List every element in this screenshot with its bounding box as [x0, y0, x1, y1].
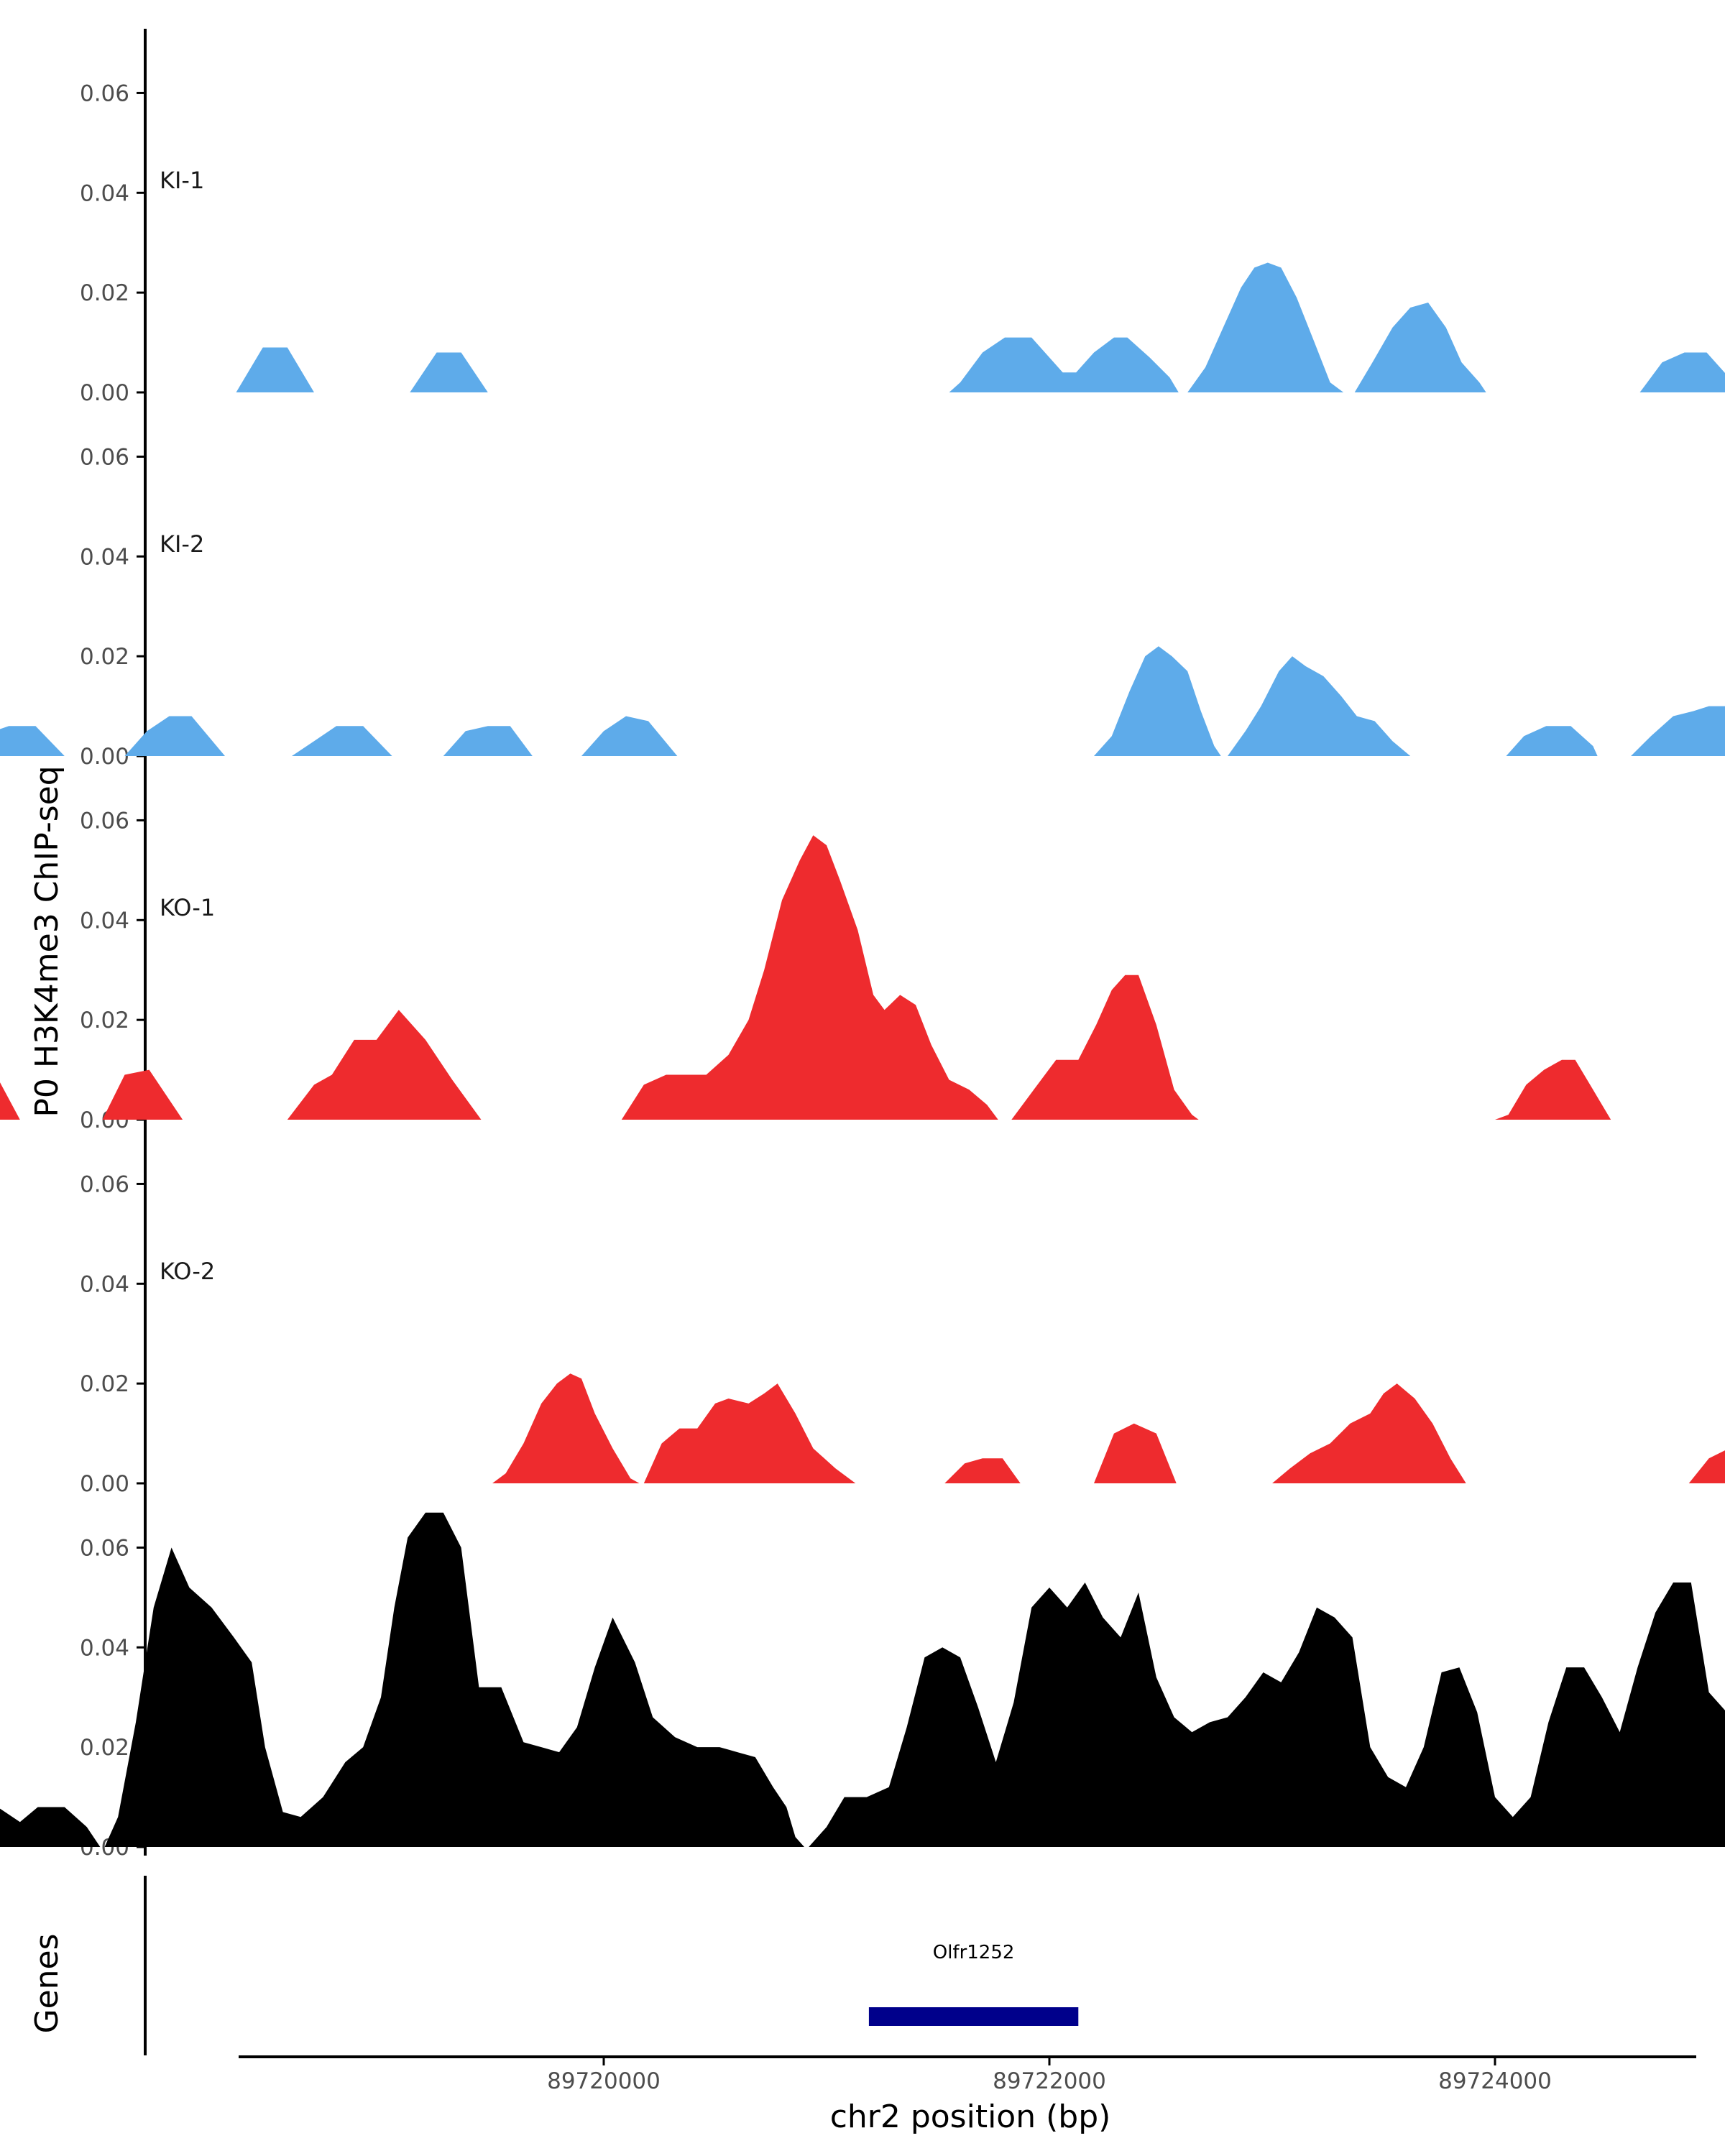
tracks-layer: 0.00 0.02 0.04 0.06 KI-1 0.00 0.02 0.04 0.06 KI-2…: [0, 29, 1725, 1861]
track-label: KO-1: [160, 894, 215, 921]
signal-peak: [1228, 656, 1411, 756]
gene-label: Olfr1252: [933, 1942, 1015, 1963]
signal-peak: [1272, 1383, 1466, 1483]
y-tick-label: 0.02: [80, 644, 129, 670]
signal-peak: [236, 347, 314, 392]
y-tick-label: 0.06: [80, 80, 129, 106]
y-tick-label: 0.00: [80, 380, 129, 406]
signal-peak: [949, 337, 1179, 392]
track-label: KO-2: [160, 1258, 215, 1285]
signal-peak: [1094, 1423, 1177, 1483]
x-axis-title: chr2 position (bp): [830, 2099, 1111, 2135]
y-tick-label: 0.06: [80, 808, 129, 834]
signal-peak: [944, 1458, 1021, 1483]
y-tick-label: 0.06: [80, 444, 129, 470]
y-tick-label: 0.02: [80, 1008, 129, 1033]
y-tick-label: 0.06: [80, 1171, 129, 1197]
signal-peak: [621, 835, 998, 1120]
x-axis: 89720000 89722000 89724000: [239, 2055, 1696, 2094]
y-axis-title: P0 H3K4me3 ChIP-seq: [29, 765, 65, 1117]
signal-peak: [643, 1383, 856, 1483]
track-label: KI-1: [160, 167, 204, 194]
y-tick-label: 0.02: [80, 1735, 129, 1761]
signal-peak: [124, 716, 225, 756]
signal-peak: [443, 726, 533, 756]
signal-peak: [0, 726, 65, 756]
x-tick-label: 89720000: [547, 2068, 661, 2094]
x-tick-label: 89722000: [993, 2068, 1106, 2094]
signal-peak: [809, 1583, 1725, 1847]
y-tick-label: 0.00: [80, 744, 129, 770]
track-label: KI-2: [160, 530, 204, 558]
genes-panel-title: Genes: [29, 1933, 65, 2033]
track-input: 0.000.020.040.06Input: [0, 1483, 1725, 1861]
y-tick-label: 0.04: [80, 1271, 129, 1297]
y-tick-label: 0.04: [80, 1635, 129, 1661]
y-tick-label: 0.04: [80, 908, 129, 934]
y-tick-label: 0.00: [80, 1471, 129, 1497]
genes-panel: Olfr1252: [144, 1876, 1079, 2055]
signal-peak: [1631, 706, 1725, 756]
track-ki-1: 0.00 0.02 0.04 0.06 KI-1: [80, 29, 1725, 406]
track-ko-2: 0.00 0.02 0.04 0.06 KO-2: [80, 1120, 1725, 1497]
track-ki-2: 0.00 0.02 0.04 0.06 KI-2: [0, 392, 1725, 770]
signal-peak: [102, 1069, 183, 1120]
signal-peak: [0, 1082, 20, 1120]
y-tick-label: 0.06: [80, 1535, 129, 1561]
signal-peak: [1506, 726, 1598, 756]
signal-peak: [1094, 646, 1221, 756]
signal-peak: [1639, 352, 1725, 392]
signal-peak: [410, 352, 488, 392]
signal-peak: [1495, 1059, 1611, 1120]
y-tick-label: 0.02: [80, 280, 129, 306]
signal-peak: [1187, 262, 1344, 392]
signal-peak: [287, 1010, 482, 1120]
y-tick-label: 0.04: [80, 544, 129, 570]
signal-peak: [104, 1512, 805, 1847]
signal-peak: [1354, 303, 1486, 392]
y-tick-label: 0.02: [80, 1371, 129, 1397]
signal-peak: [1688, 1450, 1725, 1483]
gene-body: [868, 2007, 1079, 2026]
signal-peak: [292, 726, 392, 756]
signal-peak: [1011, 975, 1199, 1120]
signal-peak: [581, 716, 678, 756]
y-tick-label: 0.04: [80, 180, 129, 206]
signal-peak: [492, 1373, 640, 1483]
signal-peak: [0, 1807, 101, 1847]
x-tick-label: 89724000: [1438, 2068, 1552, 2094]
